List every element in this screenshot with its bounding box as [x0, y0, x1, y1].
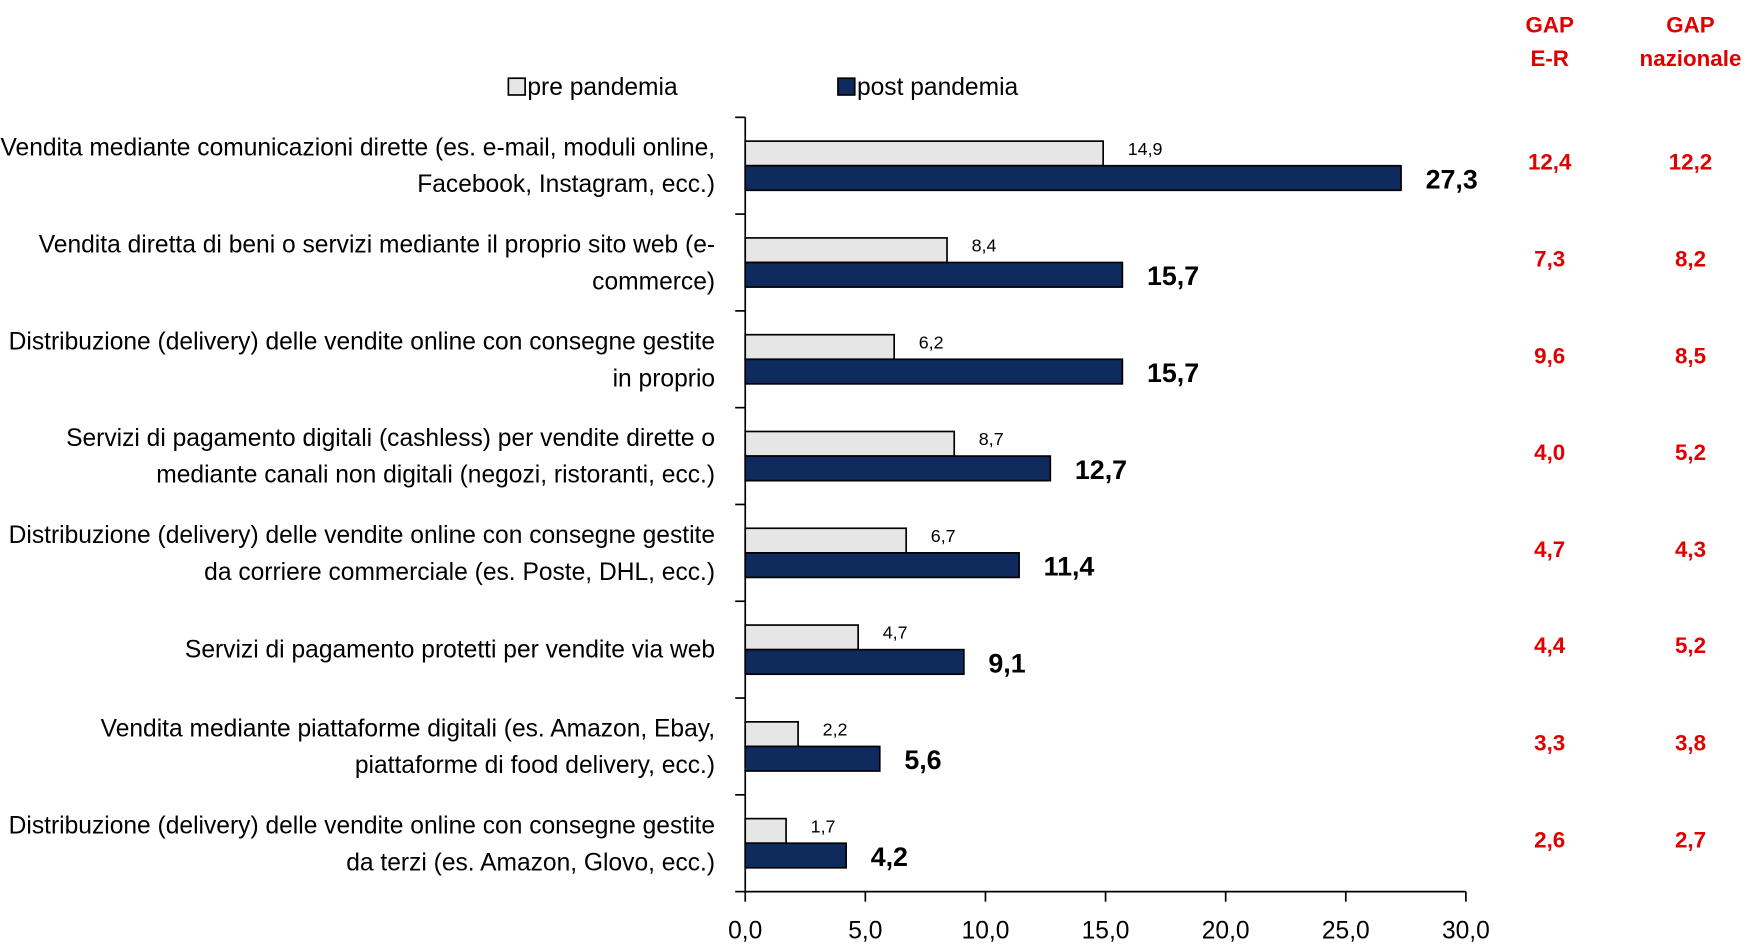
category-label: Distribuzione (delivery) delle vendite o…: [8, 326, 716, 392]
value-label: 27,3: [1426, 164, 1478, 194]
value-label: 6,2: [919, 332, 944, 352]
value-label: 8,7: [979, 429, 1004, 449]
bar: [744, 333, 896, 361]
x-tick-label: 25,0: [1322, 917, 1370, 944]
category-label: Vendita mediante piattaforme digitali (e…: [100, 714, 716, 779]
gap-value: 3,8: [1674, 731, 1707, 756]
x-tick-label: 20,0: [1202, 917, 1250, 944]
legend-swatch: [837, 77, 856, 96]
bar: [744, 164, 1402, 192]
legend-label: pre pandemia: [527, 74, 678, 101]
value-label: 14,9: [1128, 139, 1163, 159]
bar: [744, 552, 1020, 579]
category-label: Servizi di pagamento digitali (cashless)…: [66, 423, 716, 489]
value-label: 6,7: [931, 526, 956, 546]
bar: [744, 237, 948, 264]
value-label: 15,7: [1147, 358, 1199, 388]
x-tick-label: 0,0: [728, 917, 762, 944]
bar: [744, 817, 787, 845]
bar: [744, 140, 1105, 167]
gap-value: 12,4: [1527, 150, 1572, 176]
gap-value: 3,3: [1534, 731, 1566, 756]
bar: [744, 842, 847, 869]
gap-value: 4,4: [1534, 634, 1566, 660]
value-label: 8,4: [972, 236, 997, 256]
category-label: Distribuzione (delivery) delle vendite o…: [8, 810, 716, 876]
gap-value: 9,6: [1534, 344, 1566, 369]
bar: [744, 648, 965, 676]
gap-value: 4,7: [1534, 537, 1566, 563]
bar: [744, 358, 1124, 385]
bar: [744, 261, 1124, 288]
bar: [744, 455, 1052, 482]
gap-value: 7,3: [1534, 247, 1566, 272]
bar: [744, 721, 799, 748]
gap-value: 8,5: [1674, 344, 1707, 369]
category-label: Servizi di pagamento protetti per vendit…: [184, 635, 716, 664]
x-tick-label: 15,0: [1082, 917, 1130, 944]
value-label: 12,7: [1075, 455, 1127, 485]
value-label: 4,2: [871, 842, 908, 872]
value-label: 15,7: [1147, 261, 1199, 291]
legend-label: post pandemia: [857, 74, 1019, 101]
category-label: Distribuzione (delivery) delle vendite o…: [8, 520, 716, 586]
x-tick-label: 30,0: [1442, 917, 1490, 944]
value-label: 1,7: [811, 816, 836, 836]
value-label: 2,2: [823, 720, 848, 740]
bar: [744, 745, 881, 772]
gap-value: 2,7: [1674, 828, 1707, 853]
bar: [744, 527, 908, 554]
gap-value: 2,6: [1534, 828, 1566, 853]
category-label: Vendita mediante comunicazioni dirette (…: [0, 133, 716, 199]
value-label: 11,4: [1044, 552, 1095, 582]
gap-value: 4,3: [1674, 537, 1707, 563]
gap-value: 12,2: [1668, 150, 1713, 176]
gap-value: 4,0: [1534, 440, 1566, 466]
x-tick-label: 5,0: [848, 917, 882, 944]
x-tick-label: 10,0: [962, 917, 1010, 944]
value-label: 9,1: [988, 648, 1025, 678]
gap-value: 5,2: [1674, 634, 1707, 660]
gap-value: 5,2: [1674, 440, 1707, 466]
value-label: 4,7: [883, 623, 908, 643]
gap-header: GAP nazionale: [1639, 13, 1742, 72]
bar: [744, 430, 956, 457]
category-label: Vendita diretta di beni o servizi median…: [38, 230, 716, 295]
value-label: 5,6: [904, 745, 941, 775]
gap-header: GAP E-R: [1525, 13, 1574, 72]
gap-value: 8,2: [1674, 247, 1707, 272]
bar: [744, 624, 859, 651]
legend-swatch: [507, 77, 526, 96]
